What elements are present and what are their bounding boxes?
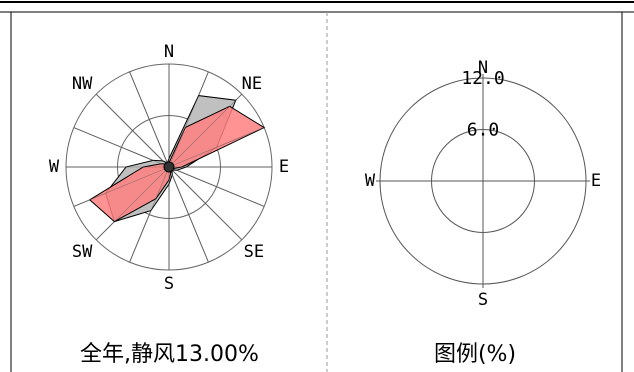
rose-label-sw: SW — [72, 242, 93, 262]
rose-center — [163, 161, 175, 173]
rose-spoke-overlay — [168, 93, 243, 168]
rose-spoke-overlay — [95, 93, 170, 168]
rose-label-ne: NE — [242, 74, 262, 94]
rose-spoke-overlay — [73, 127, 170, 168]
legend-label-w: W — [365, 171, 376, 191]
rose-label-se: SE — [244, 242, 264, 262]
legend-ring-label: 6.0 — [467, 120, 500, 141]
legend-ring-label: 12.0 — [461, 68, 504, 89]
rose-spoke-overlay — [168, 127, 265, 168]
legend-label-n: N — [478, 58, 488, 78]
wind-rose-caption: 全年,静风13.00% — [80, 342, 259, 367]
rose-spoke-overlay — [95, 166, 170, 241]
rose-label-nw: NW — [72, 74, 93, 94]
legend-chart: N E S W 6.0 12.0 — [365, 58, 601, 310]
rose-label-w: W — [49, 157, 60, 177]
wind-rose-panel: N NE E SE S SW W NW 全年,静风13.00% — [12, 0, 327, 372]
legend-label-s: S — [478, 290, 488, 310]
legend-panel: N E S W 6.0 12.0 图例(%) — [328, 0, 622, 372]
rose-label-s: S — [164, 274, 174, 294]
rose-spoke-overlay — [168, 166, 243, 241]
rose-spoke-overlay — [168, 166, 209, 263]
rose-spoke-overlay — [129, 71, 170, 168]
legend-label-e: E — [591, 171, 601, 191]
rose-spoke-overlay — [129, 166, 170, 263]
rose-label-n: N — [164, 42, 174, 62]
rose-spoke-overlay — [168, 71, 209, 168]
rose-spoke-overlay — [73, 166, 170, 207]
legend-caption: 图例(%) — [433, 342, 517, 367]
rose-spoke-overlay — [168, 166, 265, 207]
rose-label-e: E — [279, 157, 289, 177]
wind-rose-chart: N NE E SE S SW W NW — [49, 42, 289, 294]
